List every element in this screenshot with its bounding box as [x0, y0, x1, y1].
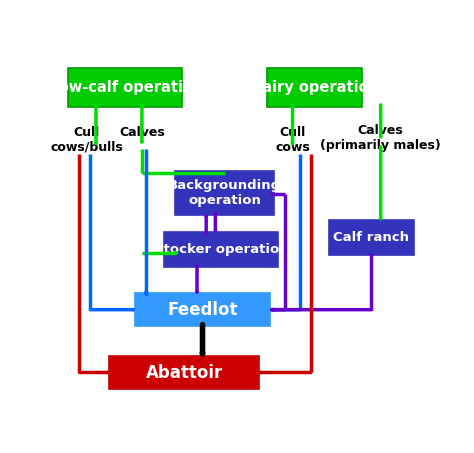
Text: Calf ranch: Calf ranch [334, 231, 410, 244]
FancyBboxPatch shape [175, 171, 274, 215]
FancyBboxPatch shape [329, 220, 414, 255]
FancyBboxPatch shape [109, 356, 259, 389]
Text: Backgrounding
operation: Backgrounding operation [168, 179, 281, 207]
FancyBboxPatch shape [68, 68, 182, 107]
FancyBboxPatch shape [164, 232, 278, 267]
Text: Calves
(primarily males): Calves (primarily males) [320, 124, 441, 152]
Text: Cow-calf operation: Cow-calf operation [47, 80, 203, 95]
Text: Dairy operation: Dairy operation [250, 80, 379, 95]
Text: Calves: Calves [119, 126, 165, 140]
Text: Stocker operation: Stocker operation [154, 243, 288, 256]
FancyBboxPatch shape [267, 68, 362, 107]
FancyBboxPatch shape [135, 293, 271, 327]
Text: Cull
cows: Cull cows [275, 126, 310, 154]
Text: Abattoir: Abattoir [146, 364, 223, 381]
Text: Feedlot: Feedlot [167, 301, 238, 319]
Text: Cull
cows/bulls: Cull cows/bulls [50, 126, 123, 154]
